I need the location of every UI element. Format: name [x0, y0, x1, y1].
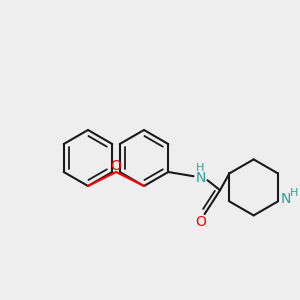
Text: H: H — [195, 163, 204, 173]
Text: H: H — [290, 188, 298, 198]
Text: N: N — [195, 171, 206, 185]
Text: O: O — [195, 215, 206, 229]
Text: O: O — [111, 159, 122, 173]
Text: N: N — [281, 192, 291, 206]
